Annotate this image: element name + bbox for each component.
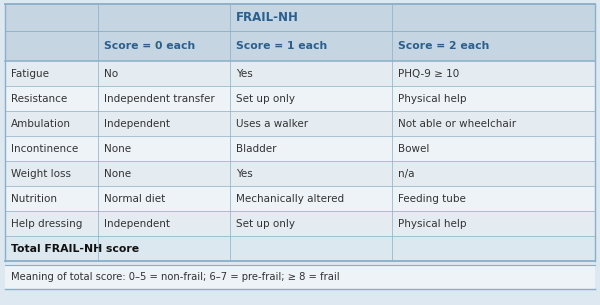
Text: None: None <box>104 144 131 153</box>
Text: Feeding tube: Feeding tube <box>398 194 466 203</box>
Bar <box>5 236 595 261</box>
Text: Normal diet: Normal diet <box>104 194 165 203</box>
Text: Score = 1 each: Score = 1 each <box>236 41 327 51</box>
Text: Independent: Independent <box>104 219 170 228</box>
Text: Yes: Yes <box>236 169 253 178</box>
Bar <box>5 61 595 86</box>
Text: No: No <box>104 69 118 78</box>
Text: Bowel: Bowel <box>398 144 429 153</box>
Text: FRAIL-NH: FRAIL-NH <box>236 11 299 23</box>
Bar <box>5 86 595 111</box>
Text: Independent: Independent <box>104 119 170 128</box>
Text: Score = 0 each: Score = 0 each <box>104 41 195 51</box>
Text: Set up only: Set up only <box>236 219 295 228</box>
Text: Meaning of total score: 0–5 = non-frail; 6–7 = pre-frail; ≥ 8 = frail: Meaning of total score: 0–5 = non-frail;… <box>11 272 340 282</box>
Text: Score = 2 each: Score = 2 each <box>398 41 489 51</box>
Text: Mechanically altered: Mechanically altered <box>236 194 344 203</box>
Bar <box>5 265 595 289</box>
Text: Nutrition: Nutrition <box>11 194 57 203</box>
Text: Physical help: Physical help <box>398 219 466 228</box>
Text: PHQ-9 ≥ 10: PHQ-9 ≥ 10 <box>398 69 459 78</box>
Bar <box>230 4 595 31</box>
Bar <box>5 211 595 236</box>
Bar <box>5 161 595 186</box>
Text: Physical help: Physical help <box>398 94 466 103</box>
Text: Ambulation: Ambulation <box>11 119 71 128</box>
Bar <box>5 4 230 31</box>
Text: Total FRAIL-NH score: Total FRAIL-NH score <box>11 244 139 253</box>
Bar <box>5 111 595 136</box>
Text: Incontinence: Incontinence <box>11 144 78 153</box>
Text: Yes: Yes <box>236 69 253 78</box>
Text: None: None <box>104 169 131 178</box>
Bar <box>5 186 595 211</box>
Text: Help dressing: Help dressing <box>11 219 82 228</box>
Bar <box>5 136 595 161</box>
Text: Resistance: Resistance <box>11 94 67 103</box>
Text: Fatigue: Fatigue <box>11 69 49 78</box>
Text: n/a: n/a <box>398 169 415 178</box>
Text: Weight loss: Weight loss <box>11 169 71 178</box>
Text: Not able or wheelchair: Not able or wheelchair <box>398 119 516 128</box>
Text: Set up only: Set up only <box>236 94 295 103</box>
Bar <box>5 30 595 61</box>
Text: Bladder: Bladder <box>236 144 277 153</box>
Text: Uses a walker: Uses a walker <box>236 119 308 128</box>
Text: Independent transfer: Independent transfer <box>104 94 215 103</box>
